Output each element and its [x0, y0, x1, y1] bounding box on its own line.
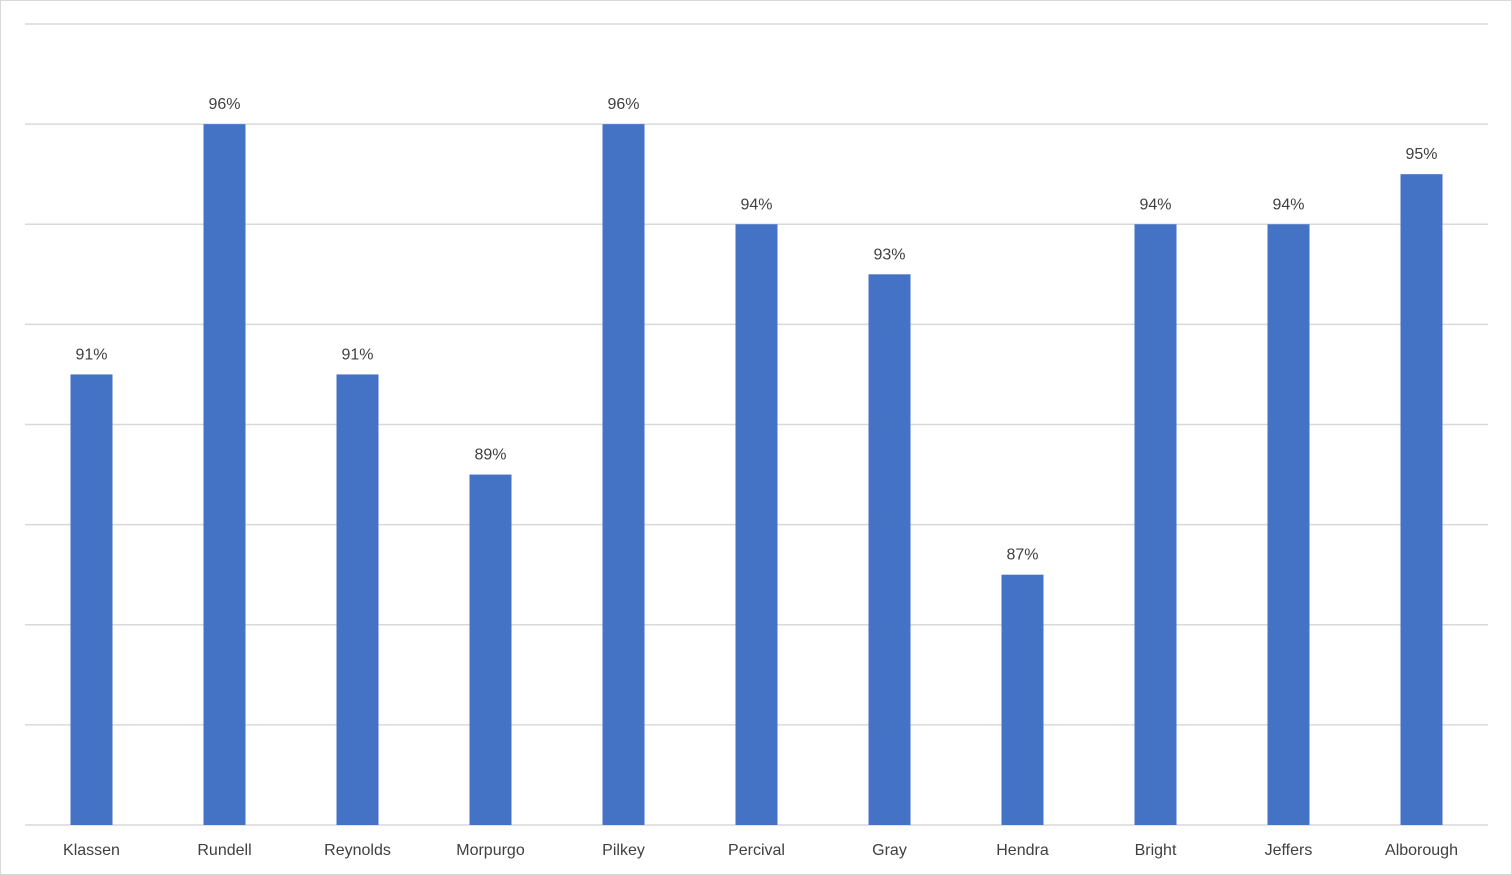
data-label-gray: 93%: [873, 246, 905, 263]
x-tick-label-hendra: Hendra: [996, 842, 1049, 859]
bar-jeffers: [1267, 224, 1310, 825]
data-label-percival: 94%: [740, 196, 772, 213]
bar-hendra: [1001, 574, 1044, 825]
x-tick-label-morpurgo: Morpurgo: [456, 842, 525, 859]
bar-gray: [868, 274, 911, 825]
data-label-reynolds: 91%: [341, 346, 373, 363]
x-tick-label-alborough: Alborough: [1385, 842, 1458, 859]
bar-bright: [1134, 224, 1177, 825]
bars: [70, 124, 1443, 825]
bar-reynolds: [336, 374, 379, 825]
x-tick-label-gray: Gray: [872, 842, 907, 859]
bar-rundell: [203, 124, 246, 825]
x-tick-label-reynolds: Reynolds: [324, 842, 391, 859]
data-label-pilkey: 96%: [607, 96, 639, 113]
data-label-alborough: 95%: [1405, 146, 1437, 163]
bar-alborough: [1400, 174, 1443, 825]
data-labels: 91% 96% 91% 89% 96% 94% 93% 87% 94% 94% 95%: [75, 96, 1437, 564]
x-tick-label-rundell: Rundell: [197, 842, 251, 859]
bar-percival: [735, 224, 778, 825]
data-label-hendra: 87%: [1006, 547, 1038, 564]
bar-morpurgo: [469, 474, 512, 825]
x-tick-label-pilkey: Pilkey: [602, 842, 645, 859]
data-label-jeffers: 94%: [1272, 196, 1304, 213]
data-label-bright: 94%: [1139, 196, 1171, 213]
x-tick-label-klassen: Klassen: [63, 842, 120, 859]
data-label-klassen: 91%: [75, 346, 107, 363]
x-tick-label-percival: Percival: [728, 842, 785, 859]
x-tick-label-bright: Bright: [1135, 842, 1177, 859]
data-label-morpurgo: 89%: [474, 447, 506, 464]
bar-pilkey: [602, 124, 645, 825]
x-axis-tick-labels: Klassen Rundell Reynolds Morpurgo Pilkey Perc…: [63, 842, 1458, 859]
data-label-rundell: 96%: [208, 96, 240, 113]
bar-klassen: [70, 374, 113, 825]
x-tick-label-jeffers: Jeffers: [1265, 842, 1313, 859]
